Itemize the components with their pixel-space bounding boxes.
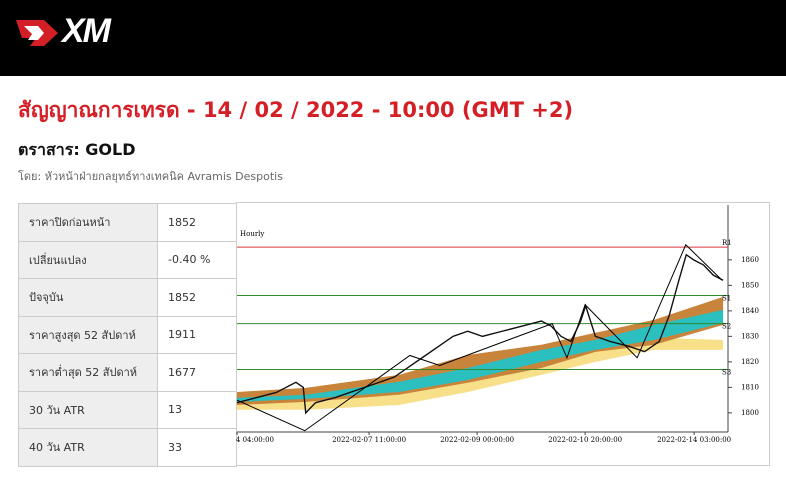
x-tick-label: 2022-02-04 04:00:00 [236, 436, 274, 444]
level-label: S2 [722, 323, 731, 331]
x-tick-label: 2022-02-09 00:00:00 [440, 436, 514, 444]
chart: Hourly 1800 1810 1820 1830 1840 1850 1860 2022-… [236, 202, 770, 466]
logo: XM [62, 12, 111, 50]
top-bar: XM [0, 0, 786, 76]
x-tick-label: 2022-02-10 20:00:00 [548, 436, 622, 444]
price-line [236, 243, 723, 432]
y-tick-label: 1840 [741, 307, 759, 315]
level-label: S3 [722, 369, 731, 377]
y-tick-label: 1810 [741, 383, 759, 391]
table-row: ราคาต่ำสุด 52 สัปดาห์ 1677 [18, 353, 237, 392]
y-tick-label: 1820 [741, 358, 759, 366]
y-tick-label: 1860 [741, 256, 759, 264]
author: โดย: หัวหน้าฝ่ายกลยุทธ์ทางเทคนิค Avramis… [18, 170, 283, 183]
y-tick-label: 1830 [741, 332, 759, 340]
title: สัญญาณการเทรด - 14 / 02 / 2022 - 10:00 (… [18, 98, 574, 122]
price-line [236, 253, 724, 415]
table-row: ราคาปิดก่อนหน้า 1852 [18, 203, 237, 242]
value-cell: 1852 [157, 278, 237, 317]
table-row: 30 วัน ATR 13 [18, 390, 237, 429]
value-cell: 13 [157, 390, 237, 429]
label-cell: ราคาต่ำสุด 52 สัปดาห์ [18, 353, 158, 392]
value-cell: 1852 [157, 203, 237, 242]
label-cell: ราคาสูงสุด 52 สัปดาห์ [18, 315, 158, 354]
table-row: เปลี่ยนแปลง -0.40 % [18, 240, 237, 279]
info-table: ราคาปิดก่อนหน้า 1852 เปลี่ยนแปลง -0.40 % ปัจ… [18, 203, 237, 467]
value-cell: 33 [157, 428, 237, 467]
table-row: ราคาสูงสุด 52 สัปดาห์ 1911 [18, 315, 237, 354]
label-cell: เปลี่ยนแปลง [18, 240, 158, 279]
label-cell: 40 วัน ATR [18, 428, 158, 467]
level-label: R1 [722, 239, 732, 247]
value-cell: 1911 [157, 315, 237, 354]
label-cell: 30 วัน ATR [18, 390, 158, 429]
level-label: S1 [722, 295, 731, 303]
x-tick-label: 2022-02-07 11:00:00 [332, 436, 406, 444]
label-cell: ราคาปิดก่อนหน้า [18, 203, 158, 242]
table-row: 40 วัน ATR 33 [18, 428, 237, 467]
y-tick-label: 1800 [741, 409, 759, 417]
table-row: ปัจจุบัน 1852 [18, 278, 237, 317]
label-cell: ปัจจุบัน [18, 278, 158, 317]
value-cell: -0.40 % [157, 240, 237, 279]
instrument: ตราสาร: GOLD [18, 140, 136, 159]
value-cell: 1677 [157, 353, 237, 392]
band [237, 296, 724, 405]
x-tick-label: 2022-02-14 03:00:00 [657, 436, 731, 444]
y-tick-label: 1850 [741, 281, 759, 289]
band [237, 337, 724, 410]
chart-title: Hourly [240, 230, 264, 238]
logo-icon [16, 20, 58, 46]
